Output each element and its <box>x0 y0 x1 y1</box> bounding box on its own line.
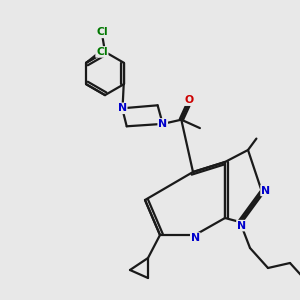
Text: Cl: Cl <box>96 27 108 38</box>
Text: N: N <box>118 103 127 113</box>
Text: Cl: Cl <box>96 47 108 57</box>
Text: N: N <box>237 220 246 231</box>
Text: N: N <box>158 119 167 129</box>
Text: N: N <box>261 185 270 196</box>
Text: N: N <box>191 233 200 243</box>
Text: O: O <box>184 95 194 105</box>
